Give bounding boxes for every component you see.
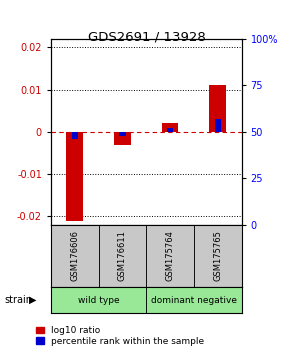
Text: GSM176611: GSM176611 [118,230,127,281]
Bar [214,119,221,132]
Bar [146,287,242,313]
Bar [51,225,99,287]
Bar [114,132,131,144]
Text: strain: strain [4,295,32,305]
Bar [162,124,178,132]
Bar [72,132,78,139]
Text: wild type: wild type [78,296,119,304]
Text: GDS2691 / 13928: GDS2691 / 13928 [88,30,206,43]
Legend: log10 ratio, percentile rank within the sample: log10 ratio, percentile rank within the … [34,324,206,348]
Bar [209,85,226,132]
Bar [194,225,242,287]
Text: dominant negative: dominant negative [151,296,237,304]
Text: GSM175764: GSM175764 [166,230,175,281]
Text: ▶: ▶ [28,295,36,305]
Bar [51,287,146,313]
Bar [99,225,146,287]
Text: GSM176606: GSM176606 [70,230,79,281]
Bar [146,225,194,287]
Bar [67,132,83,221]
Bar [119,132,126,136]
Text: GSM175765: GSM175765 [213,230,222,281]
Bar [167,128,173,132]
